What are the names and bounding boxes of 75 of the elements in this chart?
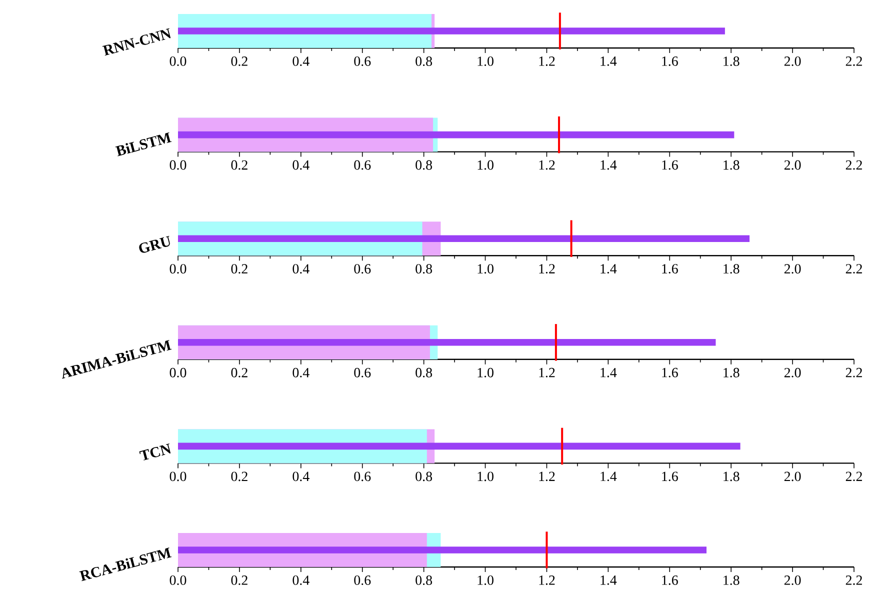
x-tick-label: 0.2 — [231, 472, 248, 482]
x-tick-label: 1.8 — [724, 472, 740, 482]
x-tick-label: 0.6 — [354, 576, 371, 585]
x-tick-label: 1.6 — [662, 472, 678, 482]
x-tick-label: 0.0 — [170, 368, 186, 378]
x-tick-label: 1.2 — [539, 472, 555, 482]
x-tick-label: 0.4 — [292, 160, 310, 170]
x-tick-label: 1.4 — [600, 576, 617, 585]
x-tick-label: 0.6 — [354, 264, 371, 274]
x-tick-label: 1.8 — [724, 56, 740, 66]
x-tick-label: 0.6 — [354, 368, 371, 378]
x-tick-label: 2.2 — [846, 472, 862, 482]
x-tick-label: 1.0 — [478, 160, 494, 170]
x-tick-label: 0.0 — [170, 160, 186, 170]
x-tick-label: 1.4 — [600, 160, 617, 170]
x-tick-label: 1.6 — [662, 56, 678, 66]
x-tick-label: 1.8 — [724, 160, 740, 170]
x-tick-label: 1.8 — [724, 576, 740, 585]
x-tick-label: 1.0 — [478, 264, 494, 274]
x-tick-label: 1.0 — [478, 56, 494, 66]
x-tick-label: 0.2 — [231, 576, 248, 585]
x-tick-label: 0.0 — [170, 472, 186, 482]
x-tick-label: 0.2 — [231, 56, 248, 66]
x-tick-label: 0.8 — [416, 576, 432, 585]
x-tick-label: 0.0 — [170, 576, 186, 585]
x-tick-label: 2.0 — [784, 368, 801, 378]
x-tick-label: 2.0 — [784, 472, 801, 482]
x-tick-label: 0.8 — [416, 56, 432, 66]
x-tick-label: 2.2 — [846, 368, 862, 378]
x-tick-label: 0.4 — [292, 472, 310, 482]
x-tick-label: 1.6 — [662, 368, 678, 378]
x-tick-label: 2.2 — [846, 264, 862, 274]
x-tick-label: 1.6 — [662, 264, 678, 274]
x-tick-label: 1.2 — [539, 160, 555, 170]
x-tick-label: 1.8 — [724, 264, 740, 274]
x-tick-label: 1.6 — [662, 576, 678, 585]
x-tick-label: 0.6 — [354, 56, 371, 66]
x-tick-label: 1.8 — [724, 368, 740, 378]
x-tick-label: 0.8 — [416, 160, 432, 170]
x-tick-label: 2.2 — [846, 160, 862, 170]
x-tick-label: 1.4 — [600, 264, 617, 274]
x-tick-label: 1.4 — [600, 56, 617, 66]
x-tick-label: 0.2 — [231, 368, 248, 378]
y-tick-label: TCN — [139, 443, 171, 460]
x-tick-label: 1.2 — [539, 264, 555, 274]
y-tick-label: BiLSTM — [115, 132, 172, 156]
x-tick-label: 1.0 — [478, 368, 494, 378]
x-tick-label: 0.4 — [292, 576, 310, 585]
x-tick-label: 1.2 — [539, 576, 555, 585]
x-tick-label: 0.4 — [292, 264, 310, 274]
y-tick-label: GRU — [139, 236, 170, 253]
x-tick-label: 2.0 — [784, 264, 801, 274]
x-tick-label: 1.0 — [478, 576, 494, 585]
x-tick-label: 1.4 — [600, 472, 617, 482]
x-tick-label: 2.0 — [784, 160, 801, 170]
x-tick-label: 1.4 — [600, 368, 617, 378]
x-tick-label: 0.6 — [354, 472, 371, 482]
x-tick-label: 0.6 — [354, 160, 371, 170]
x-tick-label: 1.2 — [539, 368, 555, 378]
x-tick-label: 1.6 — [662, 160, 678, 170]
x-tick-label: 0.8 — [416, 264, 432, 274]
x-tick-label: 1.2 — [539, 56, 555, 66]
x-tick-label: 0.4 — [292, 56, 310, 66]
x-tick-label: 0.0 — [170, 56, 186, 66]
x-tick-label: 0.2 — [231, 264, 248, 274]
x-tick-label: 2.2 — [846, 576, 862, 585]
x-tick-label: 2.0 — [784, 56, 801, 66]
x-tick-label: 0.8 — [416, 368, 432, 378]
x-tick-label: 0.2 — [231, 160, 248, 170]
x-tick-label: 2.0 — [784, 576, 801, 585]
x-tick-label: 0.0 — [170, 264, 186, 274]
x-tick-label: 0.4 — [292, 368, 310, 378]
x-tick-label: 1.0 — [478, 472, 494, 482]
x-tick-label: 0.8 — [416, 472, 432, 482]
x-tick-label: 2.2 — [846, 56, 862, 66]
